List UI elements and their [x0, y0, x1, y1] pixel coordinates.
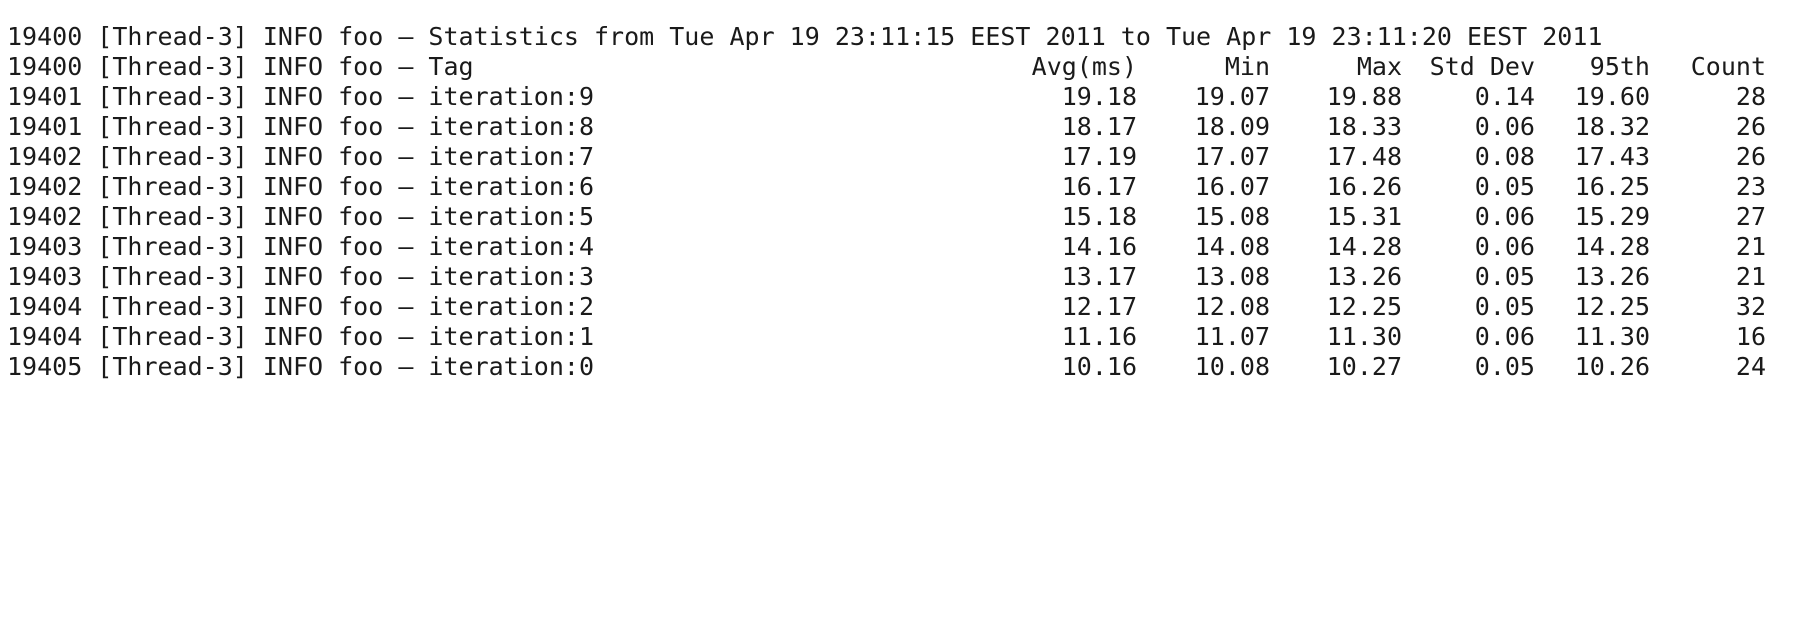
row-95th: 13.26: [1574, 262, 1650, 291]
row-min: 11.07: [1194, 322, 1270, 351]
stats-header-text: 19400 [Thread-3] INFO foo – Statistics f…: [7, 22, 1603, 51]
row-count: 27: [1735, 202, 1766, 231]
row-avg: 18.17: [1061, 112, 1137, 141]
row-avg: 12.17: [1061, 292, 1137, 321]
row-95th: 10.26: [1574, 352, 1650, 381]
row-avg: 19.18: [1061, 82, 1137, 111]
row-min: 18.09: [1194, 112, 1270, 141]
row-95th: 11.30: [1574, 322, 1650, 351]
row-max: 19.88: [1326, 82, 1402, 111]
row-min: 16.07: [1194, 172, 1270, 201]
log-row: 19401 [Thread-3] INFO foo – iteration:8 …: [7, 112, 1800, 142]
column-header-std-dev: Std Dev: [1429, 52, 1535, 81]
row-prefix: 19402 [Thread-3] INFO foo – iteration:5: [7, 202, 594, 231]
row-max: 15.31: [1326, 202, 1402, 231]
row-avg: 14.16: [1061, 232, 1137, 261]
column-header-count: Count: [1690, 52, 1766, 81]
row-avg: 17.19: [1061, 142, 1137, 171]
column-header-avg: Avg(ms): [1031, 52, 1137, 81]
row-std-dev: 0.06: [1474, 322, 1535, 351]
row-count: 24: [1735, 352, 1766, 381]
row-95th: 12.25: [1574, 292, 1650, 321]
row-count: 21: [1735, 262, 1766, 291]
log-row: 19402 [Thread-3] INFO foo – iteration:5 …: [7, 202, 1800, 232]
row-prefix: 19404 [Thread-3] INFO foo – iteration:2: [7, 292, 594, 321]
row-min: 13.08: [1194, 262, 1270, 291]
row-avg: 13.17: [1061, 262, 1137, 291]
row-max: 11.30: [1326, 322, 1402, 351]
log-row: 19404 [Thread-3] INFO foo – iteration:2 …: [7, 292, 1800, 322]
row-std-dev: 0.06: [1474, 202, 1535, 231]
row-min: 12.08: [1194, 292, 1270, 321]
log-row: 19402 [Thread-3] INFO foo – iteration:7 …: [7, 142, 1800, 172]
log-row: 19405 [Thread-3] INFO foo – iteration:0 …: [7, 352, 1800, 382]
row-max: 12.25: [1326, 292, 1402, 321]
row-prefix: 19403 [Thread-3] INFO foo – iteration:4: [7, 232, 594, 261]
row-count: 28: [1735, 82, 1766, 111]
row-max: 18.33: [1326, 112, 1402, 141]
row-std-dev: 0.06: [1474, 112, 1535, 141]
row-avg: 15.18: [1061, 202, 1137, 231]
row-prefix: 19401 [Thread-3] INFO foo – iteration:9: [7, 82, 594, 111]
log-row: 19404 [Thread-3] INFO foo – iteration:1 …: [7, 322, 1800, 352]
row-max: 13.26: [1326, 262, 1402, 291]
log-row: 19403 [Thread-3] INFO foo – iteration:3 …: [7, 262, 1800, 292]
row-95th: 18.32: [1574, 112, 1650, 141]
column-header-95th: 95th: [1589, 52, 1650, 81]
row-max: 16.26: [1326, 172, 1402, 201]
row-count: 21: [1735, 232, 1766, 261]
column-header-line: 19400 [Thread-3] INFO foo – Tag Avg(ms) …: [7, 52, 1800, 82]
row-count: 32: [1735, 292, 1766, 321]
row-prefix: 19404 [Thread-3] INFO foo – iteration:1: [7, 322, 594, 351]
row-max: 17.48: [1326, 142, 1402, 171]
row-std-dev: 0.08: [1474, 142, 1535, 171]
row-avg: 11.16: [1061, 322, 1137, 351]
row-avg: 16.17: [1061, 172, 1137, 201]
row-std-dev: 0.05: [1474, 352, 1535, 381]
row-std-dev: 0.05: [1474, 172, 1535, 201]
column-header-min: Min: [1224, 52, 1270, 81]
row-prefix: 19402 [Thread-3] INFO foo – iteration:7: [7, 142, 594, 171]
row-count: 23: [1735, 172, 1766, 201]
column-header-tag: 19400 [Thread-3] INFO foo – Tag: [7, 52, 474, 81]
row-95th: 17.43: [1574, 142, 1650, 171]
log-row: 19401 [Thread-3] INFO foo – iteration:9 …: [7, 82, 1800, 112]
log-row: 19402 [Thread-3] INFO foo – iteration:6 …: [7, 172, 1800, 202]
row-count: 26: [1735, 112, 1766, 141]
row-count: 26: [1735, 142, 1766, 171]
row-prefix: 19405 [Thread-3] INFO foo – iteration:0: [7, 352, 594, 381]
row-prefix: 19402 [Thread-3] INFO foo – iteration:6: [7, 172, 594, 201]
row-count: 16: [1735, 322, 1766, 351]
row-min: 14.08: [1194, 232, 1270, 261]
row-min: 17.07: [1194, 142, 1270, 171]
row-std-dev: 0.14: [1474, 82, 1535, 111]
row-prefix: 19403 [Thread-3] INFO foo – iteration:3: [7, 262, 594, 291]
log-row: 19403 [Thread-3] INFO foo – iteration:4 …: [7, 232, 1800, 262]
row-95th: 16.25: [1574, 172, 1650, 201]
row-min: 19.07: [1194, 82, 1270, 111]
row-95th: 19.60: [1574, 82, 1650, 111]
column-header-max: Max: [1356, 52, 1402, 81]
row-std-dev: 0.05: [1474, 262, 1535, 291]
row-max: 10.27: [1326, 352, 1402, 381]
terminal-output: 19400 [Thread-3] INFO foo – Statistics f…: [7, 22, 1800, 382]
row-prefix: 19401 [Thread-3] INFO foo – iteration:8: [7, 112, 594, 141]
row-95th: 14.28: [1574, 232, 1650, 261]
row-avg: 10.16: [1061, 352, 1137, 381]
row-std-dev: 0.05: [1474, 292, 1535, 321]
stats-header-line: 19400 [Thread-3] INFO foo – Statistics f…: [7, 22, 1800, 52]
row-max: 14.28: [1326, 232, 1402, 261]
row-min: 10.08: [1194, 352, 1270, 381]
row-min: 15.08: [1194, 202, 1270, 231]
row-95th: 15.29: [1574, 202, 1650, 231]
row-std-dev: 0.06: [1474, 232, 1535, 261]
